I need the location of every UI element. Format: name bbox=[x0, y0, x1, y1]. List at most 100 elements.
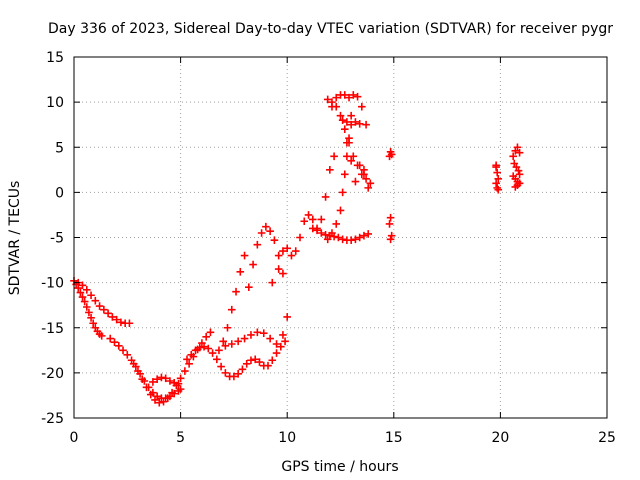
data-point bbox=[249, 260, 257, 269]
data-point bbox=[240, 334, 249, 343]
data-point bbox=[125, 319, 134, 328]
series-track-f bbox=[183, 337, 289, 381]
data-point bbox=[208, 349, 217, 357]
data-point bbox=[360, 170, 368, 179]
data-point bbox=[366, 179, 375, 188]
data-point bbox=[78, 293, 87, 301]
y-tick-label: -25 bbox=[41, 411, 64, 427]
data-point bbox=[251, 355, 260, 364]
data-point bbox=[91, 296, 100, 305]
data-point bbox=[110, 338, 119, 346]
data-point bbox=[268, 356, 277, 365]
series-track-h bbox=[215, 313, 291, 355]
data-point bbox=[343, 152, 351, 161]
data-point bbox=[227, 305, 236, 314]
data-point bbox=[515, 170, 524, 179]
data-point bbox=[238, 365, 247, 374]
data-point bbox=[362, 175, 370, 183]
data-point bbox=[153, 375, 161, 383]
data-point bbox=[176, 385, 185, 393]
data-point bbox=[355, 233, 364, 242]
x-tick-label: 0 bbox=[70, 430, 79, 446]
data-point bbox=[317, 215, 326, 224]
x-tick-label: 10 bbox=[278, 430, 296, 446]
data-point bbox=[200, 342, 208, 351]
series-track-n bbox=[338, 116, 373, 192]
data-point bbox=[221, 369, 230, 377]
data-point bbox=[253, 328, 262, 337]
data-point bbox=[227, 340, 236, 348]
data-point bbox=[340, 125, 349, 133]
data-point bbox=[513, 143, 522, 152]
data-point bbox=[340, 170, 349, 179]
data-point bbox=[112, 315, 121, 324]
data-point bbox=[170, 379, 179, 387]
data-point bbox=[387, 231, 396, 240]
y-tick-label: 15 bbox=[46, 50, 64, 66]
data-point bbox=[321, 193, 330, 201]
x-tick-label: 25 bbox=[598, 430, 616, 446]
y-axis-label: SDTVAR / TECUs bbox=[7, 181, 23, 296]
data-point bbox=[343, 118, 351, 126]
series-track-p bbox=[385, 147, 396, 244]
data-point bbox=[364, 184, 373, 192]
data-point bbox=[82, 286, 91, 294]
data-point bbox=[347, 156, 355, 165]
data-point bbox=[283, 313, 291, 321]
data-point bbox=[206, 328, 215, 337]
data-point bbox=[355, 161, 364, 170]
data-point bbox=[291, 247, 300, 255]
data-point bbox=[259, 329, 268, 337]
data-point bbox=[328, 229, 336, 237]
x-tick-label: 15 bbox=[385, 430, 403, 446]
y-tick-label: -20 bbox=[41, 366, 64, 382]
axis-ticks: 0 5 10 15 20 25 -25 -20 -15 -10 -5 0 5 10 15 bbox=[41, 50, 616, 446]
data-point bbox=[215, 346, 223, 355]
data-point bbox=[334, 233, 343, 242]
series-track-b bbox=[74, 278, 134, 328]
data-point bbox=[80, 297, 89, 306]
data-point bbox=[326, 166, 334, 174]
data-point bbox=[336, 111, 345, 120]
data-point bbox=[161, 374, 170, 383]
data-point bbox=[255, 358, 264, 366]
data-point bbox=[108, 313, 117, 321]
data-point bbox=[351, 235, 360, 244]
data-point bbox=[230, 372, 238, 381]
data-points bbox=[70, 91, 524, 407]
data-point bbox=[185, 360, 193, 368]
data-point bbox=[266, 334, 274, 343]
series-track-q bbox=[492, 161, 503, 194]
data-point bbox=[166, 377, 174, 385]
data-point bbox=[509, 152, 517, 161]
data-point bbox=[323, 95, 332, 104]
data-point bbox=[104, 309, 112, 318]
series-track-i bbox=[268, 152, 338, 287]
data-point bbox=[386, 213, 395, 222]
data-point bbox=[204, 344, 213, 353]
data-point bbox=[360, 231, 368, 240]
data-point bbox=[338, 235, 347, 244]
data-point bbox=[183, 355, 191, 364]
series-track-m bbox=[328, 91, 370, 129]
data-point bbox=[340, 91, 349, 99]
data-point bbox=[300, 217, 309, 226]
data-point bbox=[308, 215, 317, 224]
data-point bbox=[317, 229, 326, 237]
x-tick-label: 5 bbox=[176, 430, 185, 446]
data-point bbox=[142, 383, 151, 392]
data-point bbox=[514, 166, 523, 175]
data-point bbox=[287, 251, 296, 260]
data-point bbox=[345, 93, 353, 102]
data-point bbox=[176, 374, 185, 383]
data-point bbox=[494, 185, 503, 194]
data-point bbox=[85, 308, 93, 317]
data-point bbox=[97, 332, 106, 340]
data-point bbox=[164, 394, 172, 402]
data-point bbox=[266, 227, 274, 235]
data-point bbox=[138, 375, 147, 383]
y-tick-label: -15 bbox=[41, 321, 64, 337]
data-point bbox=[277, 342, 285, 351]
data-point bbox=[232, 287, 240, 296]
